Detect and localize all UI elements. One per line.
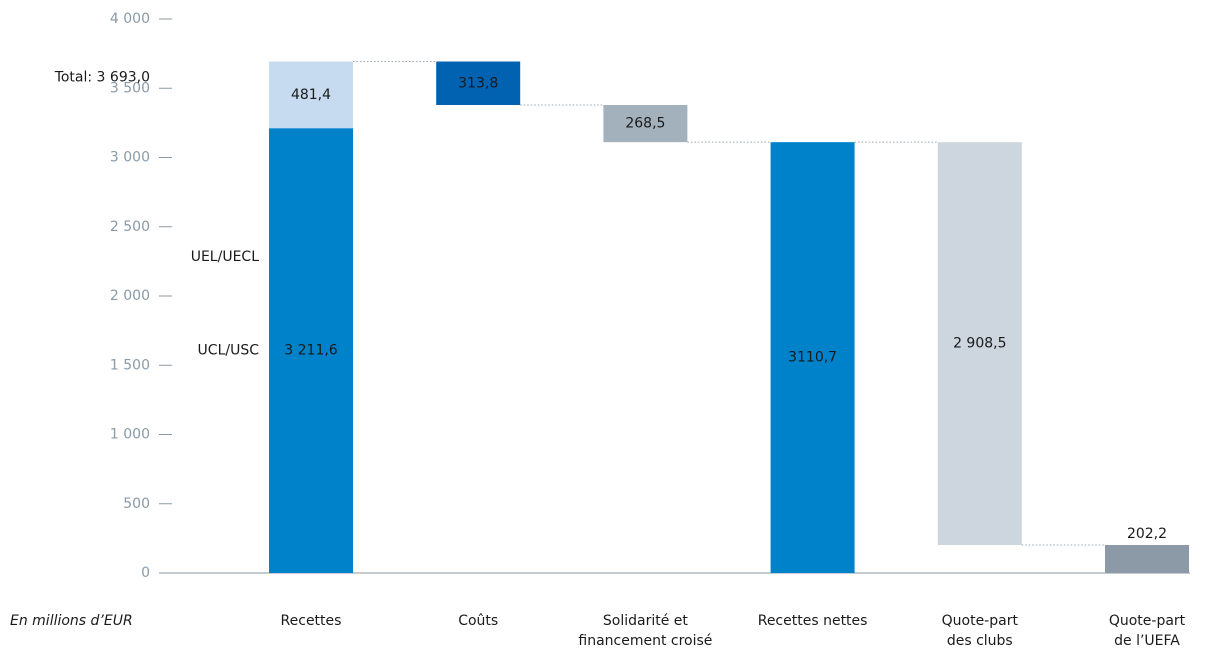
bar	[603, 104, 688, 143]
x-tick-label: Coûts	[458, 613, 498, 629]
x-tick-label: Recettes nettes	[758, 613, 868, 629]
x-tick-label: Recettes	[281, 613, 342, 629]
y-tick-label: 1 500	[110, 357, 150, 373]
x-tick-label: Solidarité et	[603, 613, 689, 629]
bar	[937, 142, 1022, 545]
x-tick-label: de l’UEFA	[1114, 633, 1180, 649]
value-label: 268,5	[625, 116, 665, 132]
value-label: 202,2	[1127, 526, 1167, 542]
y-tick-label: 0	[141, 565, 150, 581]
y-tick-label: 3 000	[110, 150, 150, 166]
value-label: 481,4	[291, 87, 331, 103]
bar	[770, 142, 855, 574]
y-tick-label: 3 500	[110, 80, 150, 96]
bar	[436, 61, 521, 105]
x-tick-label: Quote-part	[942, 613, 1019, 629]
y-tick-label: 2 000	[110, 288, 150, 304]
value-label: 313,8	[458, 75, 498, 91]
x-tick-label: des clubs	[947, 633, 1013, 649]
value-label: 3110,7	[788, 350, 837, 366]
total-label: Total: 3 693,0	[54, 70, 150, 86]
bar	[1105, 544, 1189, 573]
x-tick-label: Quote-part	[1109, 613, 1186, 629]
bar-segment	[269, 61, 353, 129]
value-label: 3 211,6	[284, 343, 338, 359]
value-label: 2 908,5	[953, 336, 1006, 352]
y-tick-label: 500	[123, 496, 150, 512]
y-tick-label: 2 500	[110, 219, 150, 235]
x-tick-label: financement croisé	[578, 633, 712, 649]
segment-name: UCL/USC	[198, 343, 260, 359]
y-tick-label: 4 000	[110, 11, 150, 27]
x-axis-label: En millions d’EUR	[10, 613, 133, 629]
y-tick-label: 1 000	[110, 427, 150, 443]
segment-name: UEL/UECL	[191, 249, 259, 265]
bar	[269, 128, 353, 573]
